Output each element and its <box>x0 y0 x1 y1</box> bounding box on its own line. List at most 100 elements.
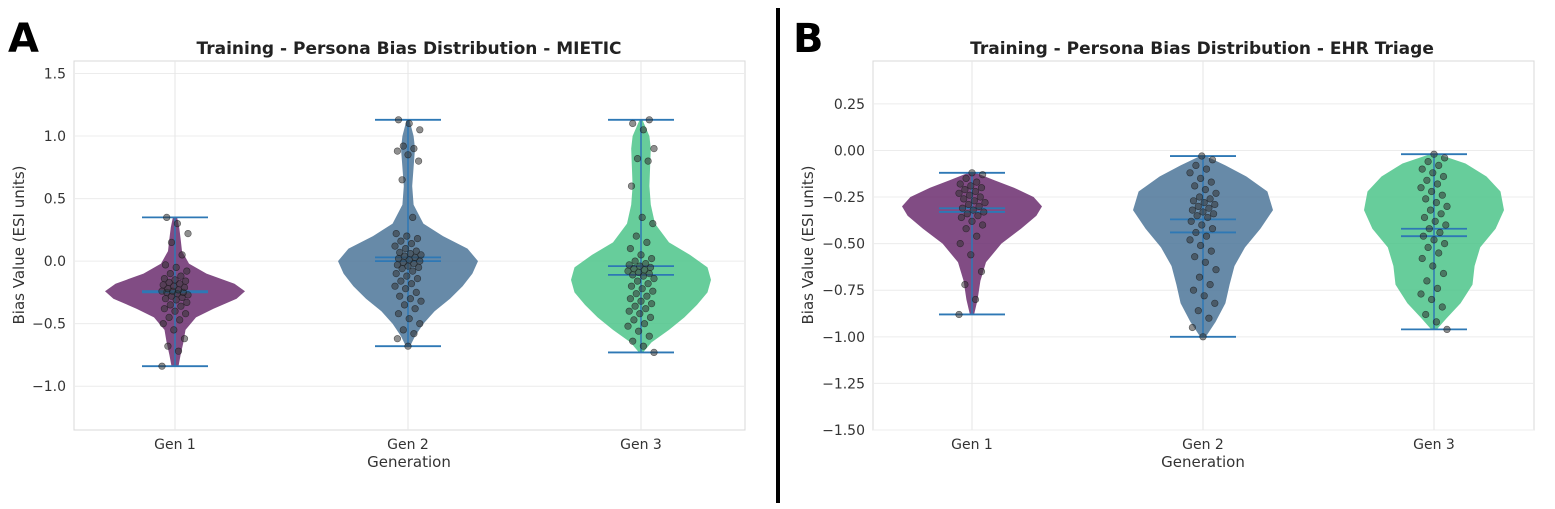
data-point <box>627 182 636 190</box>
data-point <box>1440 240 1449 248</box>
data-point <box>1209 210 1218 218</box>
data-point <box>636 262 644 270</box>
data-point <box>174 347 183 355</box>
data-point <box>633 277 642 285</box>
data-point <box>412 288 420 297</box>
data-point <box>650 275 658 283</box>
data-point <box>643 292 651 300</box>
data-point <box>400 252 409 260</box>
data-point <box>393 147 402 155</box>
data-point <box>631 302 639 310</box>
data-point <box>172 263 180 272</box>
data-point <box>184 230 192 238</box>
data-point <box>1442 221 1450 229</box>
data-point <box>182 310 190 318</box>
data-point <box>977 184 986 192</box>
data-point <box>405 315 413 323</box>
data-point <box>1424 243 1432 251</box>
data-point <box>1205 204 1213 212</box>
data-point <box>1211 200 1219 209</box>
data-point <box>640 320 649 328</box>
data-point <box>629 119 637 128</box>
data-point <box>644 157 652 165</box>
data-point <box>1211 299 1219 307</box>
data-point <box>166 301 174 309</box>
y-tick-label: −0.25 <box>822 190 865 206</box>
data-point <box>171 276 179 284</box>
chart-mietic: Training - Persona Bias Distribution - M… <box>10 39 746 471</box>
data-point <box>402 245 410 253</box>
data-point <box>1198 152 1206 160</box>
plot-area: −1.0 −0.5 0.0 0.5 1.0 1.5 Gen 1 Gen 2 Gen 3 <box>32 60 746 453</box>
data-point <box>1438 303 1446 311</box>
data-point <box>394 116 403 124</box>
data-point <box>643 238 651 246</box>
data-point <box>170 326 178 334</box>
x-tick-label: Gen 1 <box>154 437 196 453</box>
data-point <box>407 240 416 248</box>
data-point <box>1208 225 1217 233</box>
data-point <box>165 278 173 287</box>
data-point <box>630 265 638 273</box>
data-point <box>967 182 975 190</box>
data-point <box>1212 189 1220 197</box>
data-point <box>973 232 981 240</box>
data-point <box>632 290 640 298</box>
data-point <box>160 305 168 313</box>
data-point <box>969 206 977 214</box>
data-point <box>391 282 399 290</box>
data-point <box>1192 161 1200 169</box>
data-point <box>412 247 420 255</box>
data-point <box>183 298 191 307</box>
data-point <box>416 320 424 328</box>
data-point <box>1189 286 1198 294</box>
y-axis-label: Bias Value (ESI units) <box>10 166 28 325</box>
data-point <box>1429 262 1437 270</box>
data-point <box>396 248 404 256</box>
data-point <box>1427 187 1436 196</box>
data-point <box>182 277 190 285</box>
data-point <box>1430 150 1438 158</box>
data-point <box>1423 277 1431 285</box>
data-point <box>1206 195 1214 203</box>
data-point <box>1418 165 1426 173</box>
data-point <box>404 342 412 350</box>
data-point <box>1201 258 1209 266</box>
data-point <box>632 232 640 240</box>
chart-title: Training - Persona Bias Distribution - E… <box>970 39 1434 59</box>
data-point <box>1435 161 1443 169</box>
data-point <box>963 210 971 218</box>
data-point <box>1188 206 1196 214</box>
data-point <box>956 180 964 188</box>
data-point <box>964 200 973 209</box>
data-point <box>645 332 653 340</box>
data-point <box>166 270 174 278</box>
data-point <box>1433 284 1442 293</box>
data-point <box>1430 236 1438 244</box>
data-point <box>958 204 967 212</box>
data-point <box>1422 195 1430 203</box>
data-point <box>400 301 409 309</box>
data-point <box>976 193 984 201</box>
data-point <box>1192 228 1200 237</box>
data-point <box>1433 180 1442 188</box>
y-tick-label: −1.00 <box>822 330 865 346</box>
data-point <box>402 285 410 293</box>
data-point <box>967 251 975 259</box>
data-point <box>159 320 167 328</box>
x-tick-label: Gen 3 <box>620 437 662 453</box>
data-point <box>956 240 964 248</box>
data-point <box>627 282 636 290</box>
data-point <box>177 272 185 280</box>
y-tick-label: −0.50 <box>822 237 865 253</box>
data-point <box>626 295 635 303</box>
data-point <box>970 197 979 205</box>
data-point <box>1420 213 1429 222</box>
data-point <box>1191 253 1199 261</box>
data-point <box>642 305 650 313</box>
data-point <box>1431 217 1439 225</box>
data-point <box>406 295 415 303</box>
data-point <box>406 250 415 258</box>
data-point <box>167 238 176 246</box>
